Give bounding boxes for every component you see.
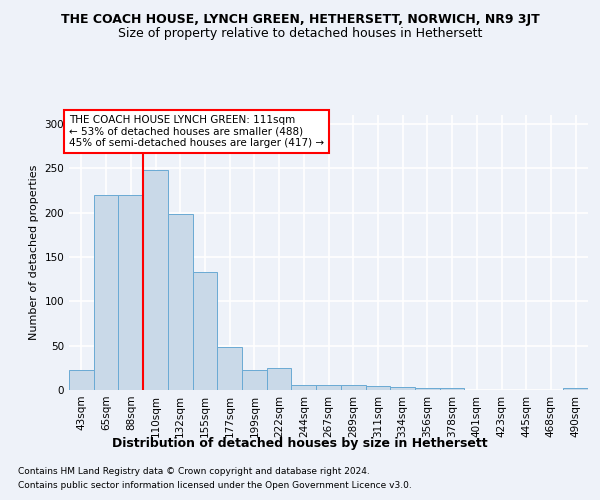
Y-axis label: Number of detached properties: Number of detached properties xyxy=(29,165,39,340)
Text: THE COACH HOUSE LYNCH GREEN: 111sqm
← 53% of detached houses are smaller (488)
4: THE COACH HOUSE LYNCH GREEN: 111sqm ← 53… xyxy=(69,115,324,148)
Bar xyxy=(316,384,341,390)
Text: THE COACH HOUSE, LYNCH GREEN, HETHERSETT, NORWICH, NR9 3JT: THE COACH HOUSE, LYNCH GREEN, HETHERSETT… xyxy=(61,12,539,26)
Text: Size of property relative to detached houses in Hethersett: Size of property relative to detached ho… xyxy=(118,28,482,40)
Bar xyxy=(341,384,365,390)
Bar xyxy=(168,214,193,390)
Bar xyxy=(143,170,168,390)
Bar xyxy=(193,272,217,390)
Bar xyxy=(440,388,464,390)
Text: Distribution of detached houses by size in Hethersett: Distribution of detached houses by size … xyxy=(112,438,488,450)
Bar xyxy=(415,388,440,390)
Text: Contains public sector information licensed under the Open Government Licence v3: Contains public sector information licen… xyxy=(18,481,412,490)
Bar xyxy=(94,195,118,390)
Text: Contains HM Land Registry data © Crown copyright and database right 2024.: Contains HM Land Registry data © Crown c… xyxy=(18,468,370,476)
Bar xyxy=(118,195,143,390)
Bar xyxy=(390,388,415,390)
Bar xyxy=(69,370,94,390)
Bar xyxy=(563,388,588,390)
Bar xyxy=(365,386,390,390)
Bar xyxy=(242,370,267,390)
Bar xyxy=(292,384,316,390)
Bar xyxy=(217,348,242,390)
Bar xyxy=(267,368,292,390)
